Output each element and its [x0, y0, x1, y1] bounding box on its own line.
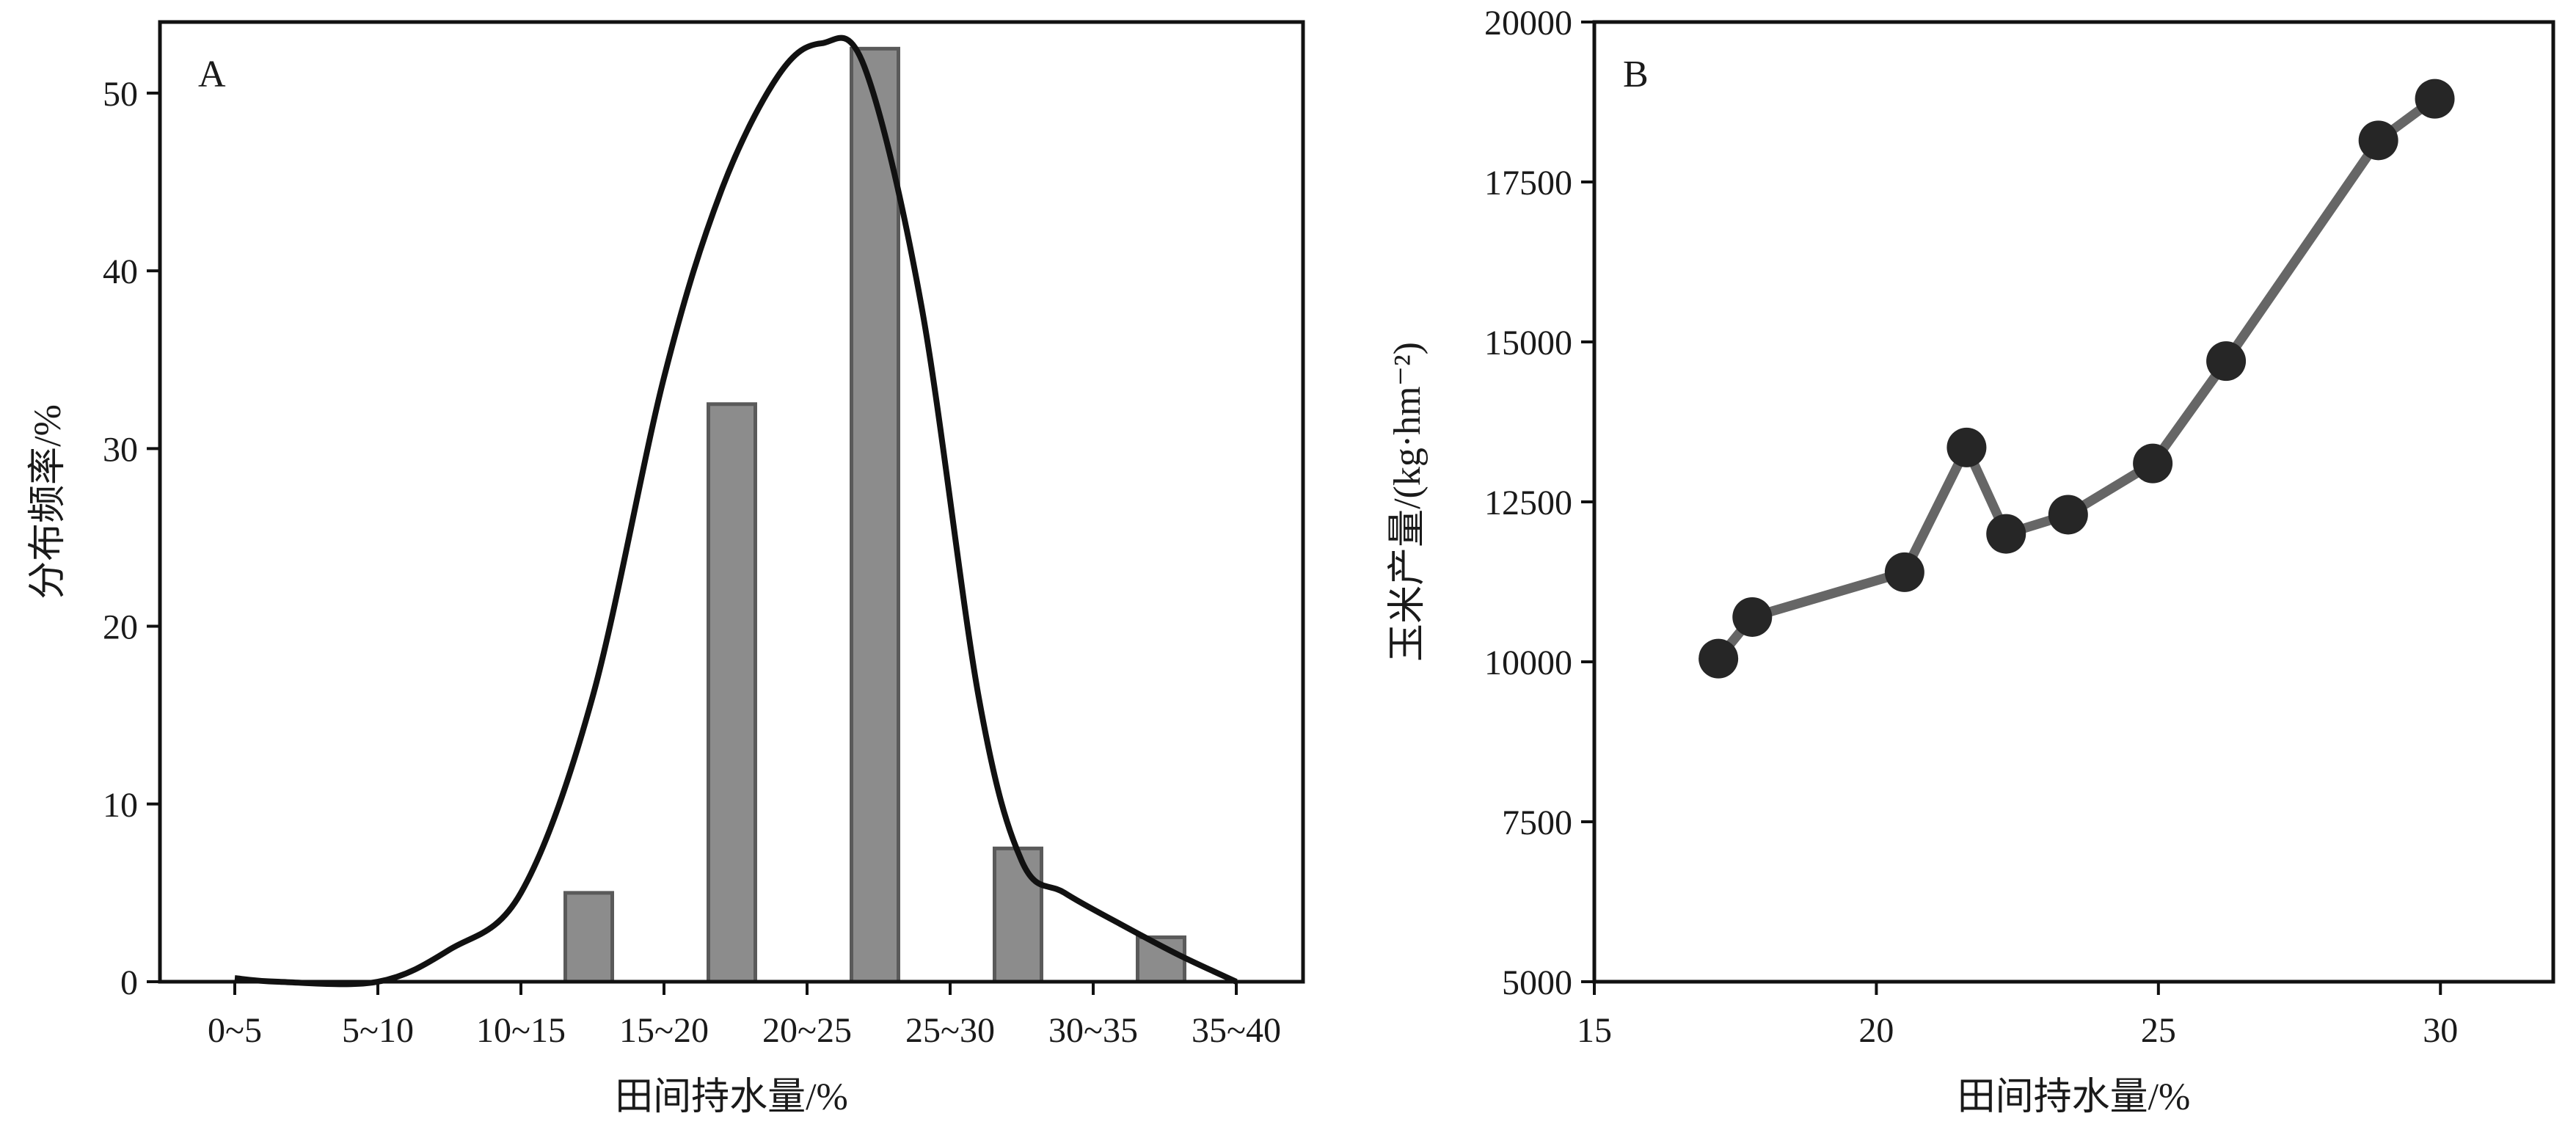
y-tick-label-a-4: 40	[103, 252, 138, 291]
bar-3	[707, 402, 757, 984]
density-curve	[234, 34, 1238, 988]
x-tick-label-b-0: 15	[1577, 1011, 1612, 1050]
yield-point-0	[1699, 638, 1739, 679]
y-tick-label-b-0: 5000	[1502, 963, 1572, 1002]
y-axis-label-a: 分布频率/%	[27, 404, 69, 599]
x-tick-label-b-3: 30	[2423, 1011, 2458, 1050]
x-tick-label-b-1: 20	[1858, 1011, 1894, 1050]
y-tick-label-a-2: 20	[103, 608, 138, 647]
y-axis-label-b: 玉米产量/(kg·hm⁻²)	[1387, 342, 1429, 662]
y-tick-label-a-5: 50	[103, 75, 138, 114]
bar-5	[993, 846, 1043, 984]
panel-a-chart: 0 10 20 30 40 50 0~5 5~10 10~15 15~20 20~25 25~30 30…	[27, 20, 1305, 1118]
yield-point-6	[2133, 443, 2173, 484]
yield-point-5	[2048, 495, 2088, 535]
bar-2	[563, 891, 614, 984]
x-tick-label-a-2: 10~15	[476, 1011, 566, 1050]
y-tick-label-b-3: 12500	[1484, 484, 1572, 522]
x-tick-label-a-3: 15~20	[619, 1011, 709, 1050]
yield-point-1	[1732, 597, 1773, 637]
panel-label-a: A	[198, 54, 226, 95]
yield-line	[1715, 95, 2438, 662]
y-tick-label-b-2: 10000	[1484, 643, 1572, 682]
x-tick-label-a-0: 0~5	[208, 1011, 262, 1050]
x-tick-label-a-5: 25~30	[905, 1011, 995, 1050]
y-tick-label-b-1: 7500	[1502, 803, 1572, 842]
panel-label-b: B	[1623, 54, 1649, 95]
x-axis-label-a: 田间持水量/%	[615, 1076, 848, 1118]
yield-point-9	[2415, 79, 2455, 119]
x-axis-label-b: 田间持水量/%	[1957, 1076, 2191, 1118]
y-tick-label-b-6: 20000	[1484, 4, 1572, 43]
yield-point-2	[1884, 552, 1924, 592]
panel-b-chart: 5000 7500 10000 12500 15000 17500 20000 15 20 25 3…	[1387, 4, 2555, 1118]
y-tick-label-b-5: 17500	[1484, 164, 1572, 203]
y-tick-label-a-3: 30	[103, 430, 138, 469]
x-tick-label-a-4: 20~25	[762, 1011, 852, 1050]
yield-point-7	[2206, 341, 2247, 382]
x-tick-label-a-1: 5~10	[342, 1011, 414, 1050]
y-tick-label-a-0: 0	[120, 963, 138, 1002]
yield-point-3	[1946, 427, 1987, 467]
x-tick-label-a-7: 35~40	[1192, 1011, 1281, 1050]
yield-point-8	[2358, 120, 2398, 161]
y-tick-label-a-1: 10	[103, 786, 138, 825]
yield-point-4	[1986, 514, 2026, 554]
x-tick-label-a-6: 30~35	[1048, 1011, 1138, 1050]
x-tick-label-b-2: 25	[2141, 1011, 2176, 1050]
y-tick-label-b-4: 15000	[1484, 324, 1572, 362]
bar-4	[850, 46, 900, 984]
panel-a-frame	[158, 20, 1305, 984]
